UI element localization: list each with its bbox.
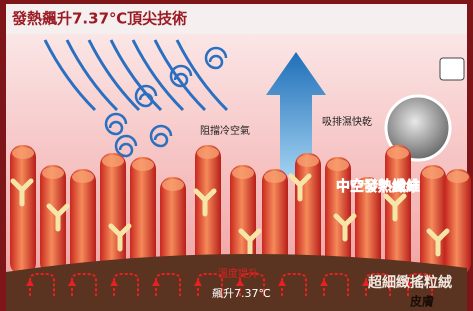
fiber-top	[72, 171, 94, 183]
label: 超細緻搖粒絨	[367, 274, 452, 291]
label: 皮膚	[409, 294, 434, 309]
fiber	[445, 169, 471, 275]
fiber-top	[12, 147, 34, 159]
fiber-top	[327, 159, 349, 171]
fiber-top	[197, 147, 219, 159]
fiber-top	[264, 171, 286, 183]
label: 吸排濕快乾	[322, 115, 372, 128]
fiber-top	[232, 167, 254, 179]
fiber	[40, 165, 66, 275]
label: 溫度提升	[218, 267, 258, 280]
label: 中空發熱纖維	[336, 178, 420, 195]
page: 發熱飆升7.37℃頂尖技術 阻擋冷空氣 吸排濕快乾 中空發熱纖維 溫度提升 飆升…	[0, 0, 473, 311]
fiber	[70, 169, 96, 275]
fiber-icon	[440, 58, 464, 80]
fiber	[100, 153, 126, 275]
fiber-top	[102, 155, 124, 167]
fiber-top	[422, 167, 444, 179]
fiber-top	[42, 167, 64, 179]
fiber-top	[387, 147, 409, 159]
infographic: 發熱飆升7.37℃頂尖技術 阻擋冷空氣 吸排濕快乾 中空發熱纖維 溫度提升 飆升…	[0, 0, 473, 311]
fiber	[385, 145, 411, 275]
title: 發熱飆升7.37℃頂尖技術	[11, 10, 187, 28]
fiber	[10, 145, 36, 275]
fiber-top	[297, 155, 319, 167]
fiber	[420, 165, 446, 275]
fiber-top	[132, 159, 154, 171]
label: 飆升7.37℃	[212, 286, 271, 300]
label: 阻擋冷空氣	[200, 124, 250, 137]
fiber-top	[447, 171, 469, 183]
fiber-top	[162, 179, 184, 191]
